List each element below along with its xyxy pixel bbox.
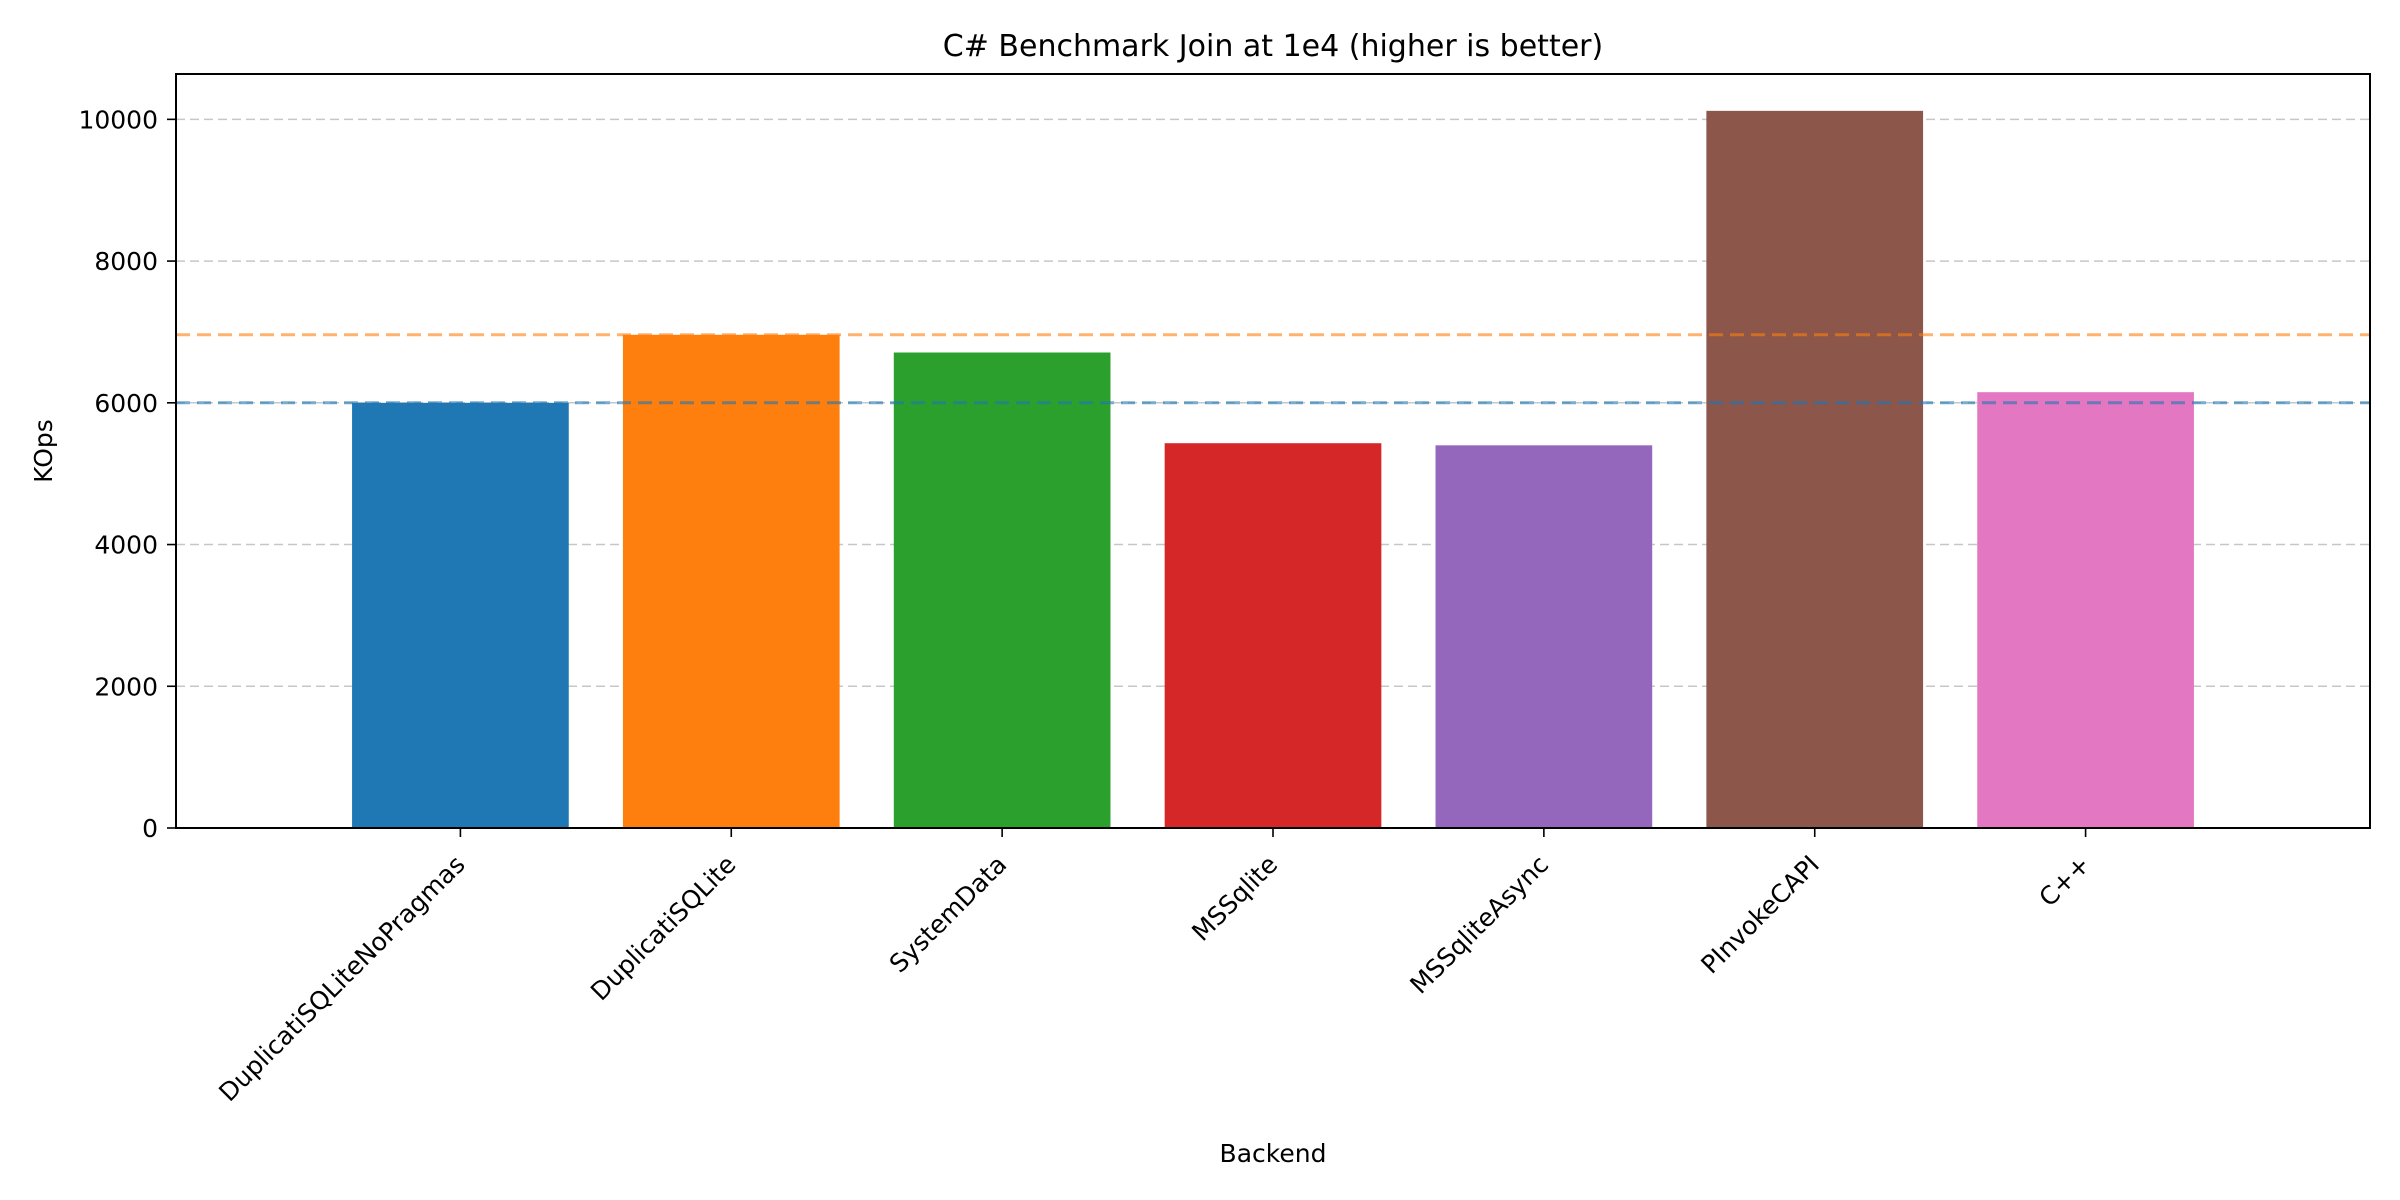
y-axis-ticks: 0 2000 4000 6000 8000 10000 [78, 105, 176, 843]
y-tick-label: 6000 [94, 389, 158, 418]
y-axis-label: KOps [29, 419, 58, 483]
x-axis-label: Backend [1220, 1139, 1327, 1168]
y-tick-label: 2000 [94, 672, 158, 701]
chart-title: C# Benchmark Join at 1e4 (higher is bett… [943, 29, 1603, 64]
bar [622, 334, 840, 828]
bar [352, 402, 569, 828]
y-tick-label: 8000 [94, 247, 158, 276]
reference-lines [176, 333, 2370, 405]
y-tick-label: 10000 [78, 105, 158, 134]
bar [1164, 443, 1382, 828]
bar [1977, 392, 2194, 828]
y-tick-label: 4000 [94, 531, 158, 560]
bar [1706, 110, 1924, 829]
y-tick-label: 0 [142, 814, 158, 843]
bars [352, 110, 2194, 829]
bar [1435, 445, 1653, 828]
bar [893, 352, 1111, 828]
